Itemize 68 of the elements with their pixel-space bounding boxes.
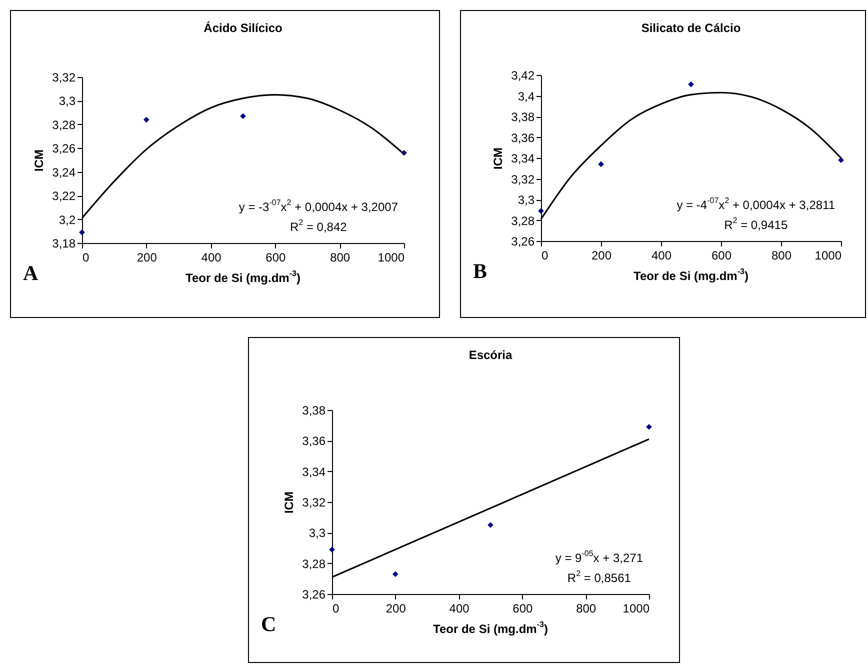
x-tick-label: 200 (136, 250, 158, 264)
point (392, 571, 398, 577)
point (646, 424, 652, 430)
x-tick-label: 800 (330, 250, 350, 264)
point (79, 229, 85, 236)
annotation: R$^{2}$ = 0,9415 (723, 215, 789, 234)
x-tick-label: 400 (201, 250, 222, 264)
x-tick-label: 1000 (622, 602, 650, 616)
x-tick-label: 800 (771, 248, 792, 262)
y-tick-label: 3,18 (52, 236, 76, 250)
x-tick-label: 1000 (814, 248, 842, 262)
point (143, 116, 150, 123)
text: C (261, 612, 276, 637)
x-tick-label: 0 (82, 250, 90, 264)
x-tick-label: 0 (542, 248, 548, 262)
x-tick-label: 400 (651, 248, 672, 262)
y-tick-label: 3,2 (58, 212, 76, 227)
annotation: y = 9$^{-05}$x + 3,271 (555, 548, 643, 567)
y-tick-label: 3,34 (302, 464, 326, 479)
y-tick-label: 3,28 (52, 118, 76, 132)
chart-title: Silicato de Cálcio (641, 21, 741, 35)
y-tick-label: 3,38 (511, 110, 535, 124)
y-tick-label: 3,32 (52, 70, 76, 84)
text: A (23, 261, 38, 286)
y-axis-title: ICM (32, 150, 46, 172)
y-tick-label: 3,3 (518, 193, 535, 207)
y-tick-label: 3,24 (52, 165, 76, 180)
y-tick-label: 3,36 (511, 130, 535, 145)
x-tick-label: 400 (449, 602, 470, 616)
annotation: y = -4$^{-07}$x$^{2}$ + 0,0004x + 3,2811 (676, 195, 835, 214)
chart-title: Ácido Silícico (204, 21, 282, 35)
chart-title: Escória (468, 348, 513, 362)
y-tick-label: 3,36 (302, 434, 326, 448)
x-axis-title: Teor de Si (mg.dm$^{-3}$) (184, 269, 302, 285)
y-tick-label: 3,28 (302, 556, 326, 571)
x-tick-label: 800 (576, 602, 596, 616)
y-tick-label: 3,4 (518, 89, 535, 104)
y-axis-title: ICM (282, 492, 296, 514)
x-tick-label: 200 (591, 248, 612, 262)
point (240, 113, 246, 120)
point (598, 161, 604, 168)
y-tick-label: 3,26 (52, 142, 76, 156)
y-tick-label: 3,28 (511, 214, 535, 228)
y-axis-title: ICM (491, 148, 506, 170)
y-tick-label: 3,32 (511, 172, 535, 186)
x-tick-label: 600 (512, 602, 534, 616)
y-tick-label: 3,38 (302, 404, 326, 418)
annotation: R$^{2}$ = 0,8561 (566, 568, 632, 587)
x-tick-label: 600 (711, 248, 732, 262)
annotation: R$^{2}$ = 0,842 (289, 217, 348, 236)
x-tick-label: 1000 (378, 250, 405, 264)
point (538, 208, 544, 214)
y-tick-label: 3,3 (308, 526, 326, 540)
y-tick-label: 3,34 (511, 152, 535, 166)
x-axis-title: Teor de Si (mg.dm$^{-3}$) (632, 267, 750, 283)
point (688, 81, 694, 88)
annotation: y = -3$^{-07}$x$^{2}$ + 0,0004x + 3,2007 (238, 197, 398, 216)
y-tick-label: 3,42 (511, 68, 535, 82)
y-tick-label: 3,26 (302, 588, 326, 602)
text: B (473, 259, 488, 284)
y-tick-label: 3,22 (52, 189, 76, 204)
x-axis-title: Teor de Si (mg.dm$^{-3}$) (432, 620, 549, 636)
x-tick-label: 600 (266, 250, 286, 264)
y-tick-label: 3,26 (511, 234, 535, 248)
y-tick-label: 3,32 (302, 496, 326, 510)
y-tick-label: 3,3 (58, 94, 76, 108)
x-tick-label: 200 (386, 602, 406, 616)
x-tick-label: 0 (332, 602, 340, 616)
